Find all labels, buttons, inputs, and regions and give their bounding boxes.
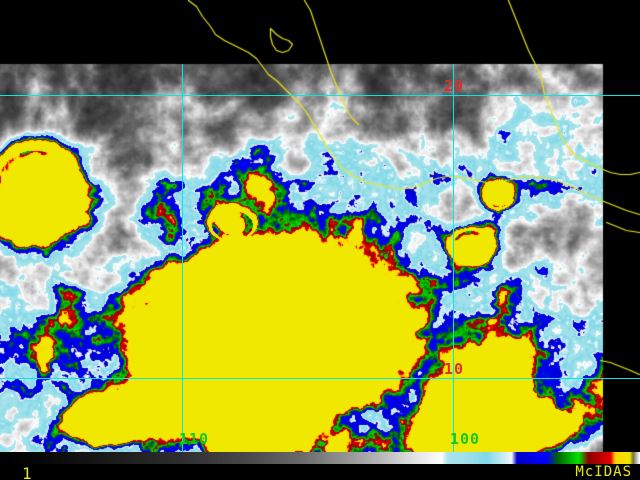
- status-sep-1: [32, 464, 42, 480]
- status-sep-5: [215, 464, 225, 480]
- latitude-label-20: 20: [444, 77, 465, 95]
- status-sep-6: [253, 464, 263, 480]
- status-sep-3: [157, 464, 167, 480]
- day-of-month: 27: [195, 464, 215, 480]
- line-coordinate: 09339: [388, 464, 437, 480]
- resolution-value: 01.00: [503, 464, 552, 480]
- status-sep-9: [436, 464, 446, 480]
- latitude-label-10: 10: [444, 360, 465, 378]
- status-sep-2: [80, 464, 90, 480]
- time-utc: 182032: [320, 464, 379, 480]
- area-number: 0001: [41, 464, 80, 480]
- year-julian-day: 22208: [262, 464, 312, 480]
- element-coordinate: 09716: [445, 464, 495, 480]
- status-line: 1 0001 GOES-17 13 27 JUL 22208 182032 09…: [22, 464, 552, 480]
- status-sep-10: [494, 464, 504, 480]
- status-sep-4: [186, 464, 196, 480]
- bottom-bar: 1 0001 GOES-17 13 27 JUL 22208 182032 09…: [0, 452, 640, 480]
- month-name: JUL: [224, 464, 254, 480]
- frame-number: 1: [22, 464, 32, 480]
- band-number: 13: [166, 464, 186, 480]
- status-sep-8: [379, 464, 389, 480]
- satellite-image-canvas: [0, 0, 640, 452]
- satellite-name: GOES-17: [89, 464, 157, 480]
- color-enhancement-bar: [0, 452, 640, 464]
- longitude-label-100: 100: [450, 430, 481, 448]
- status-sep-7: [311, 464, 321, 480]
- mcidas-brand-label: McIDAS: [575, 464, 632, 480]
- longitude-label-110: 110: [179, 430, 210, 448]
